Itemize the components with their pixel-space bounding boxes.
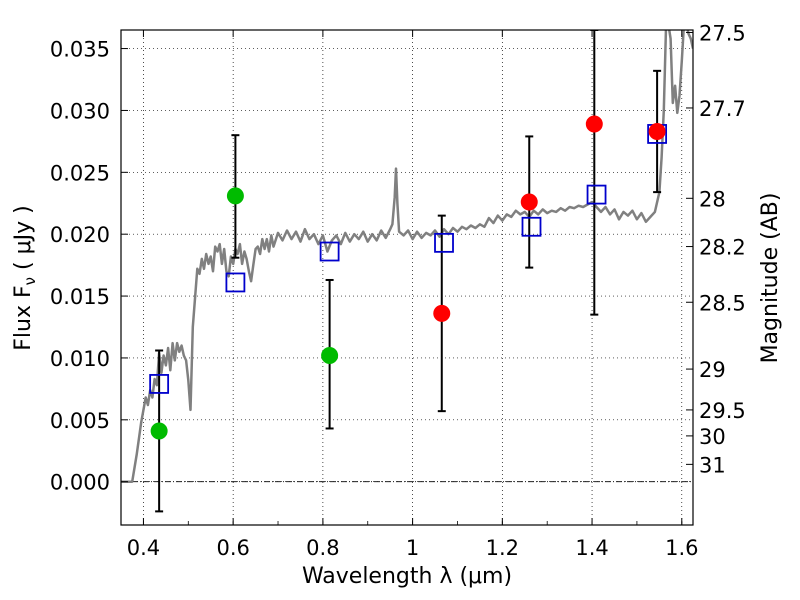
y-axis-label-main: Flux F bbox=[11, 285, 36, 350]
observed-flux-point bbox=[433, 304, 451, 322]
data-markers bbox=[149, 115, 668, 440]
x-axis-ticks: 0.4 0.6 0.8 1 1.2 1.4 1.6 bbox=[127, 30, 698, 560]
observed-flux-point bbox=[648, 122, 666, 140]
y-axis-ticks: 0.000 0.005 0.010 0.015 0.020 0.025 0.030 0.035 bbox=[50, 38, 128, 495]
x-tick-label: 1 bbox=[406, 536, 419, 560]
y-tick-label: 0.005 bbox=[50, 409, 110, 433]
x-tick-label: 0.8 bbox=[306, 536, 339, 560]
right-axis-ticks: 27.5 27.7 28 28.2 28.5 29 29.530 31 bbox=[686, 21, 746, 477]
y-tick-label: 0.000 bbox=[50, 471, 110, 495]
model-flux-square bbox=[521, 216, 542, 237]
observed-flux-point bbox=[150, 422, 168, 440]
x-axis-label: Wavelength λ (μm) bbox=[302, 564, 512, 589]
plot-frame bbox=[120, 29, 694, 526]
right-tick-label: 28.2 bbox=[699, 236, 746, 260]
right-tick-label: 29.5 bbox=[699, 399, 746, 423]
model-flux-square bbox=[586, 184, 607, 205]
y-axis-label-unit: ( μJy ) bbox=[11, 205, 36, 277]
right-tick-label: 28.5 bbox=[699, 291, 746, 315]
y-tick-label: 0.015 bbox=[50, 285, 110, 309]
right-tick-label: 31 bbox=[699, 453, 726, 477]
right-axis-label: Magnitude (AB) bbox=[758, 193, 783, 364]
y-tick-label: 0.010 bbox=[50, 347, 110, 371]
observed-flux-point bbox=[226, 187, 244, 205]
y-axis-label-subscript: ν bbox=[21, 277, 39, 285]
template-spectrum bbox=[121, 30, 693, 483]
right-tick-label: 27.7 bbox=[699, 97, 746, 121]
grid bbox=[121, 30, 693, 525]
observed-flux-point bbox=[585, 115, 603, 133]
y-tick-label: 0.035 bbox=[50, 38, 110, 62]
observed-flux-point bbox=[321, 346, 339, 364]
x-tick-label: 1.2 bbox=[486, 536, 519, 560]
right-tick-label: 30 bbox=[699, 425, 726, 449]
model-flux-square bbox=[319, 241, 340, 262]
right-tick-label: 28 bbox=[699, 187, 726, 211]
x-tick-label: 0.6 bbox=[216, 536, 249, 560]
y-axis-label: Flux Fν ( μJy ) bbox=[11, 205, 39, 350]
x-tick-label: 0.4 bbox=[127, 536, 160, 560]
right-tick-label: 29 bbox=[699, 358, 726, 382]
model-flux-square bbox=[225, 272, 246, 293]
y-tick-label: 0.030 bbox=[50, 99, 110, 123]
template-spectrum-line bbox=[121, 30, 693, 483]
model-flux-square bbox=[149, 374, 170, 394]
observed-flux-point bbox=[520, 193, 538, 211]
x-tick-label: 1.6 bbox=[665, 536, 698, 560]
y-tick-label: 0.020 bbox=[50, 223, 110, 247]
x-tick-label: 1.4 bbox=[575, 536, 608, 560]
right-tick-label: 27.5 bbox=[699, 21, 746, 45]
error-bars bbox=[155, 30, 662, 513]
model-flux-square bbox=[434, 232, 454, 253]
y-tick-label: 0.025 bbox=[50, 161, 110, 185]
